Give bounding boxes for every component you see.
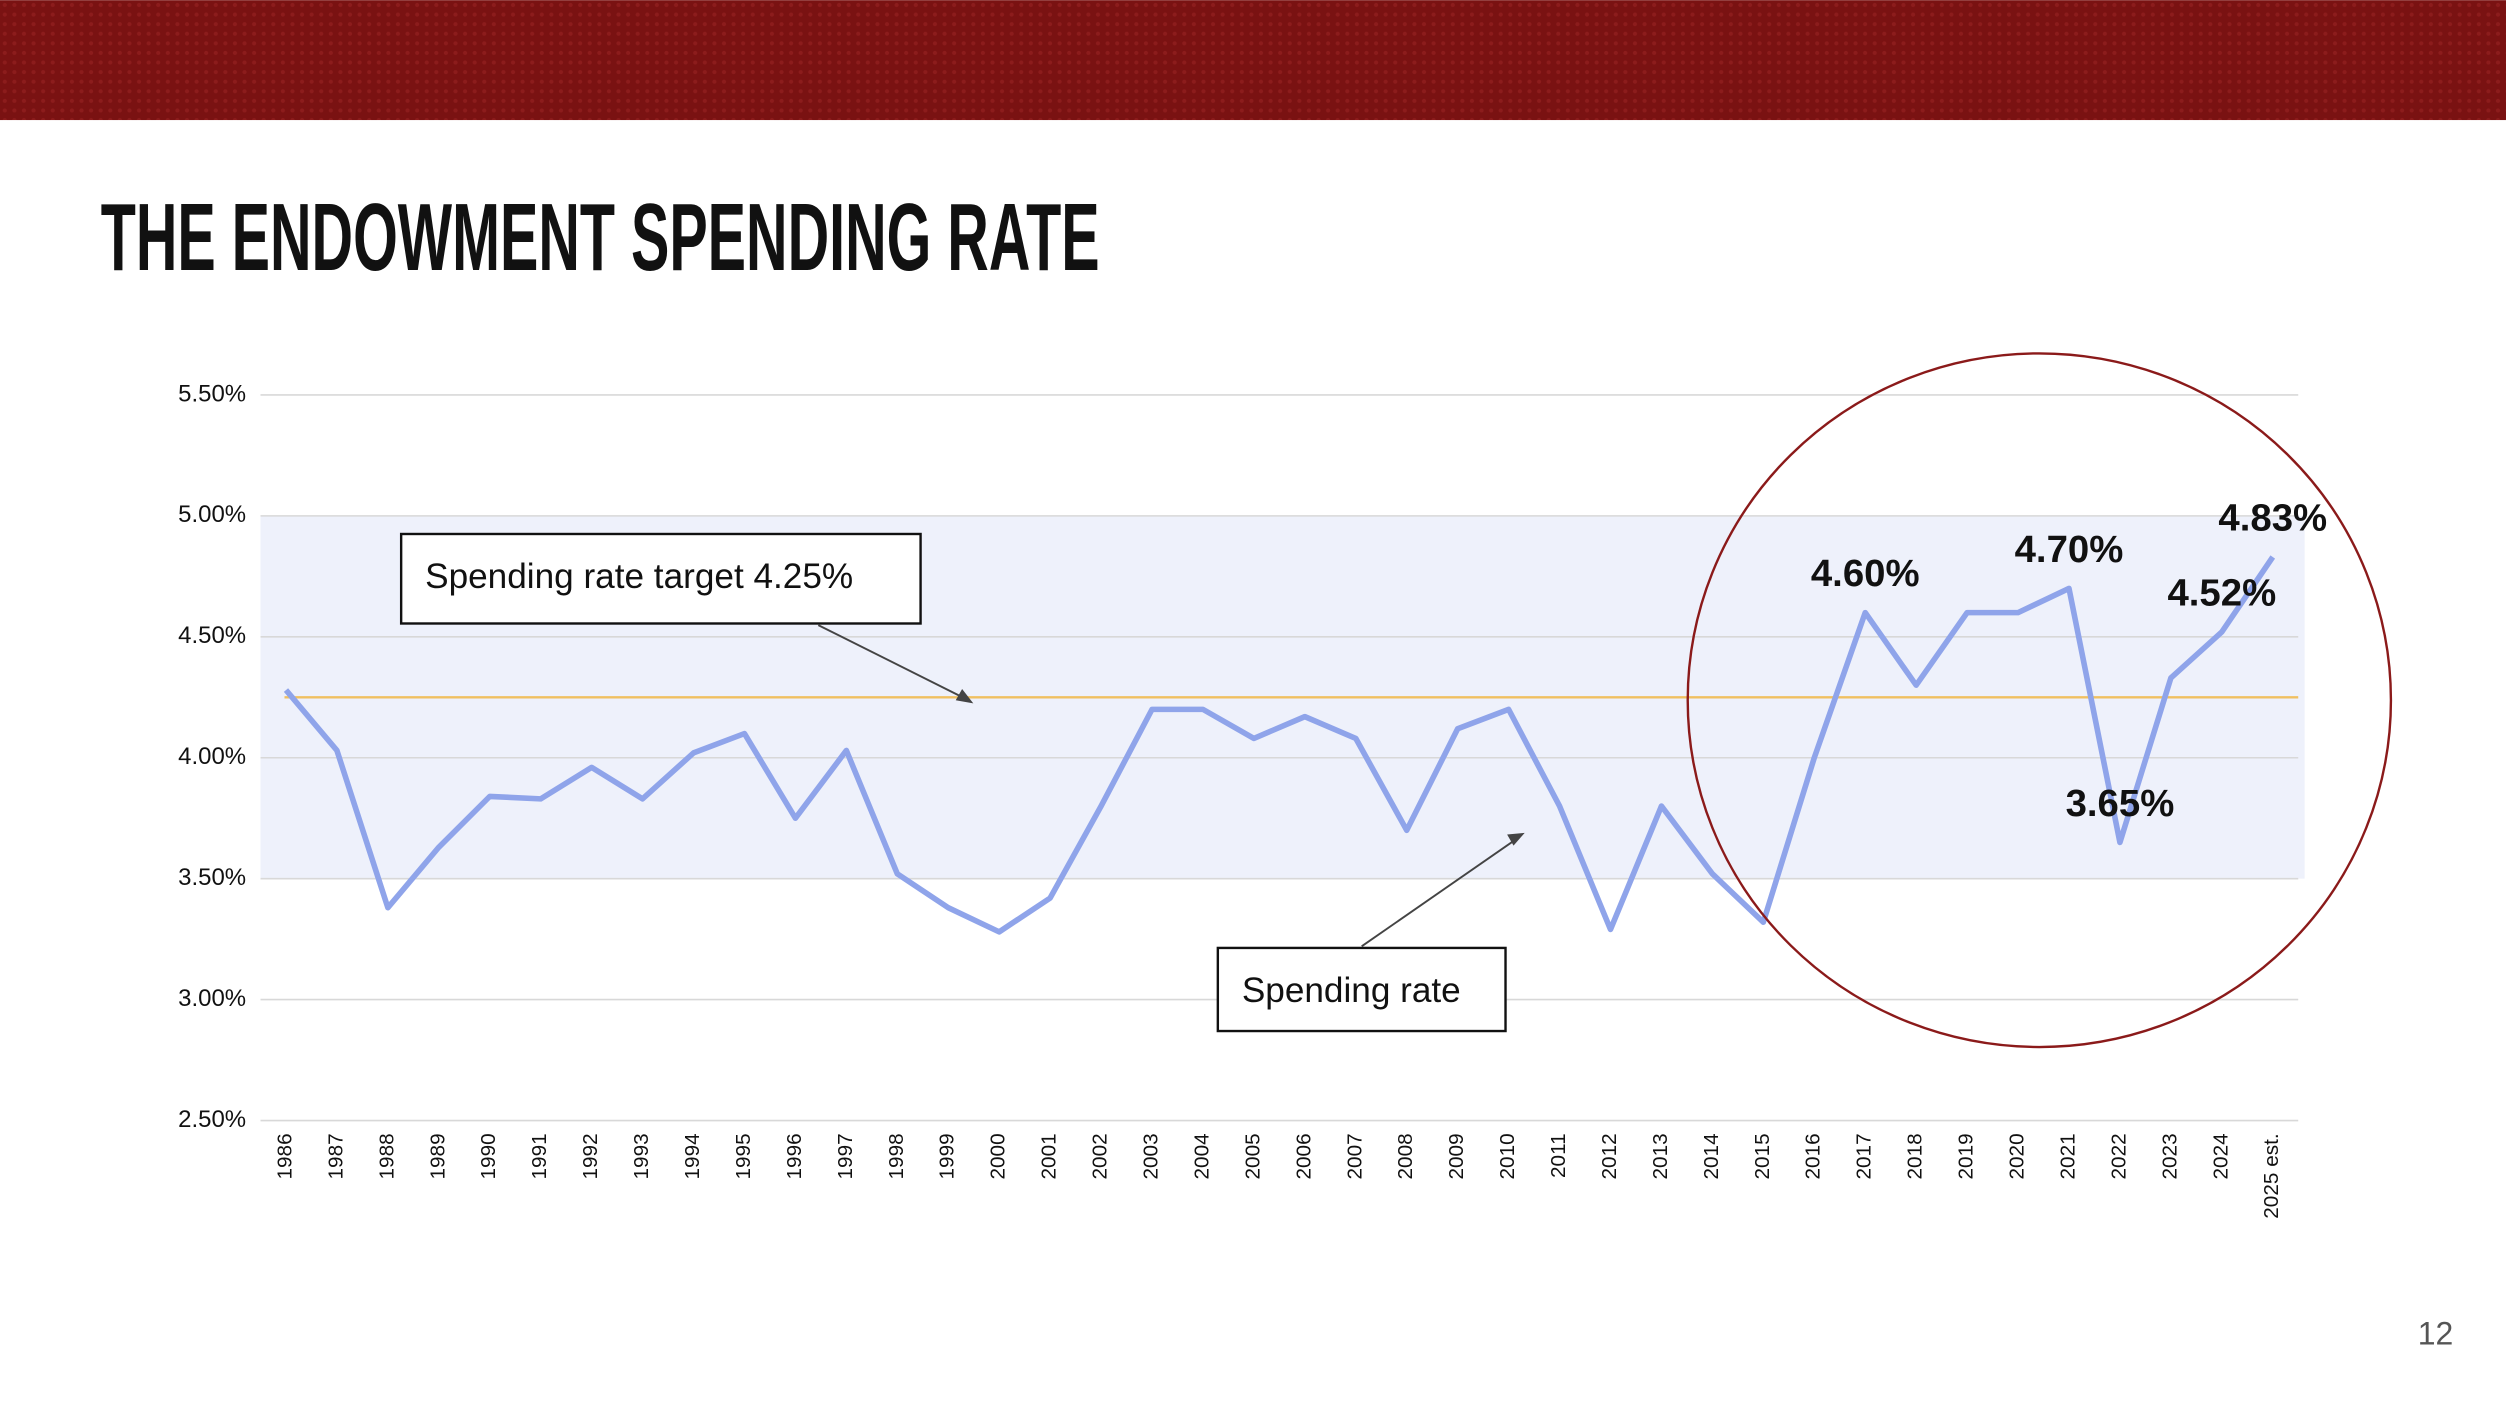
x-tick-label: 1993 — [630, 1133, 653, 1179]
x-tick-label: 2006 — [1292, 1133, 1315, 1179]
annotation-box — [399, 532, 922, 625]
y-tick-label: 3.00% — [178, 985, 246, 1012]
x-tick-label: 2013 — [1649, 1133, 1672, 1179]
y-tick-label: 5.00% — [178, 501, 246, 528]
page-number: 12 — [2418, 1316, 2454, 1352]
x-tick-label: 1996 — [783, 1133, 806, 1179]
x-tick-label: 2022 — [2107, 1133, 2130, 1179]
data-label: 4.52% — [2167, 571, 2276, 614]
x-tick-label: 1997 — [834, 1133, 857, 1179]
annotation-text: Spending rate — [1242, 971, 1461, 1010]
x-tick-label: 1988 — [375, 1133, 398, 1179]
x-tick-label: 1998 — [885, 1133, 908, 1179]
y-tick-label: 4.50% — [178, 622, 246, 649]
y-tick-label: 4.00% — [178, 743, 246, 770]
y-tick-label: 5.50% — [178, 380, 246, 407]
annotation-arrow — [1361, 836, 1519, 948]
y-tick-label: 2.50% — [178, 1106, 246, 1133]
annotation-box — [1216, 946, 1507, 1033]
x-tick-label: 2008 — [1394, 1133, 1417, 1179]
y-tick-label: 3.50% — [178, 864, 246, 891]
data-label: 4.70% — [2015, 528, 2124, 571]
x-tick-label: 2003 — [1139, 1133, 1162, 1179]
x-tick-label: 1986 — [273, 1133, 296, 1179]
arrow-head — [1507, 832, 1525, 846]
plot: 2.50% 3.00% 3.50% 4.00% 4.50% 5.00% 5.50% 1986 1… — [178, 380, 2327, 1218]
annotation-text: Spending rate target 4.25% — [425, 557, 853, 596]
x-tick-label: 1995 — [732, 1133, 755, 1179]
x-tick-label: 2009 — [1445, 1133, 1468, 1179]
x-tick-label: 2011 — [1547, 1133, 1570, 1178]
x-tick-label: 2017 — [1853, 1133, 1876, 1179]
slide-title: THE ENDOWMENT SPENDING RATE — [101, 184, 1100, 291]
x-tick-label: 2024 — [2209, 1133, 2232, 1179]
x-tick-label: 1989 — [426, 1133, 449, 1179]
x-tick-label: 2021 — [2056, 1133, 2079, 1179]
x-tick-label: 2020 — [2006, 1133, 2029, 1179]
x-tick-label: 2002 — [1089, 1133, 1112, 1179]
x-tick-label: 1994 — [681, 1133, 704, 1179]
data-label: 3.65% — [2066, 782, 2175, 825]
data-label: 4.60% — [1811, 552, 1920, 595]
x-tick-label: 1999 — [936, 1133, 959, 1179]
x-tick-label: 2000 — [987, 1133, 1010, 1179]
x-tick-label: 2005 — [1241, 1133, 1264, 1179]
x-tick-label: 1992 — [579, 1133, 602, 1179]
x-tick-label: 1991 — [528, 1133, 551, 1179]
data-label: 4.83% — [2218, 496, 2327, 539]
x-tick-label: 2015 — [1751, 1133, 1774, 1179]
x-tick-label: 1990 — [477, 1133, 500, 1179]
x-tick-label: 2016 — [1802, 1133, 1825, 1179]
x-tick-label: 2004 — [1190, 1133, 1213, 1179]
x-tick-label: 2023 — [2158, 1133, 2181, 1179]
x-tick-label: 2025 est. — [2260, 1133, 2283, 1218]
annotation-arrow — [817, 624, 969, 702]
x-tick-label: 2012 — [1598, 1133, 1621, 1179]
x-tick-label: 2007 — [1343, 1133, 1366, 1179]
x-tick-label: 2019 — [1955, 1133, 1978, 1179]
x-tick-label: 2014 — [1700, 1133, 1723, 1179]
x-tick-label: 2001 — [1038, 1133, 1061, 1179]
header-band — [0, 0, 2506, 121]
x-tick-label: 2010 — [1496, 1133, 1519, 1179]
highlight-circle — [1686, 352, 2393, 1049]
arrow-head — [955, 689, 974, 704]
x-tick-label: 2018 — [1904, 1133, 1927, 1179]
x-tick-label: 1987 — [324, 1133, 347, 1179]
series-line — [283, 555, 2276, 935]
